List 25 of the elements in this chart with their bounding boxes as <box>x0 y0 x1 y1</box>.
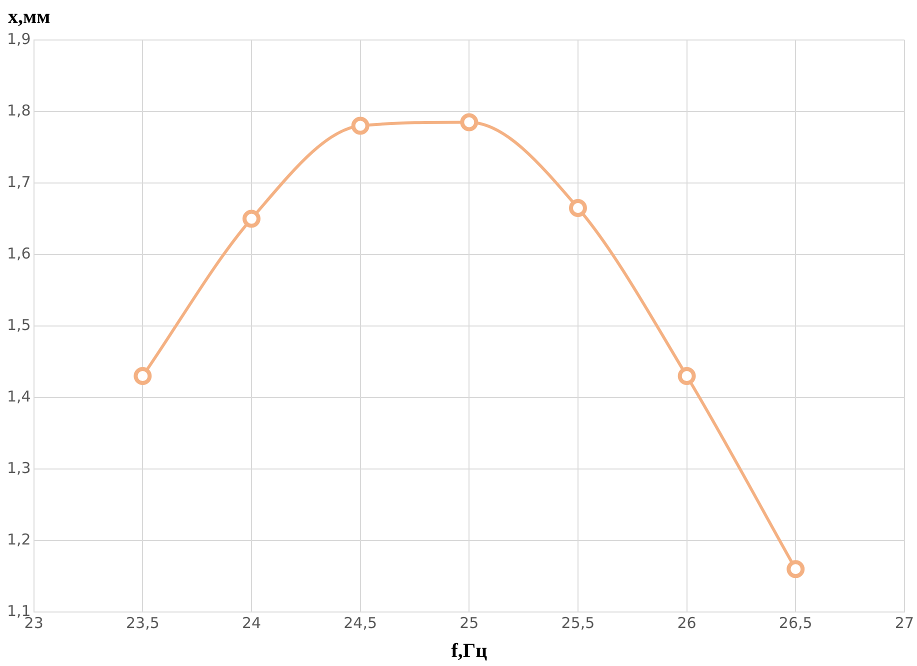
x-tick-label: 26 <box>677 614 696 632</box>
y-tick-label: 1,6 <box>6 244 31 262</box>
y-axis-title: x,мм <box>8 6 50 28</box>
x-tick-label: 25,5 <box>561 614 595 632</box>
point <box>678 367 696 386</box>
point <box>134 367 152 386</box>
point <box>568 199 587 218</box>
x-tick-label: 24,5 <box>344 614 378 632</box>
y-tick-label: 1,4 <box>6 387 31 406</box>
y-tick-label: 1,3 <box>6 458 31 477</box>
y-tick-label: 1,5 <box>6 316 31 334</box>
x-tick-label: 24 <box>242 614 262 632</box>
point <box>351 116 370 135</box>
x-tick-label: 25 <box>460 614 479 632</box>
y-tick-label: 1,8 <box>6 101 31 120</box>
y-tick-label: 1,2 <box>6 530 31 548</box>
point <box>460 113 478 132</box>
point <box>242 210 261 228</box>
x-tick-label: 23,5 <box>126 614 160 632</box>
x-tick-label: 27 <box>894 614 914 632</box>
y-tick-label: 1,7 <box>6 172 31 191</box>
point <box>786 560 805 578</box>
x-axis-title: f,Гц <box>451 640 488 662</box>
x-tick-label: 26,5 <box>778 614 812 632</box>
y-tick-label: 1,9 <box>6 30 31 48</box>
